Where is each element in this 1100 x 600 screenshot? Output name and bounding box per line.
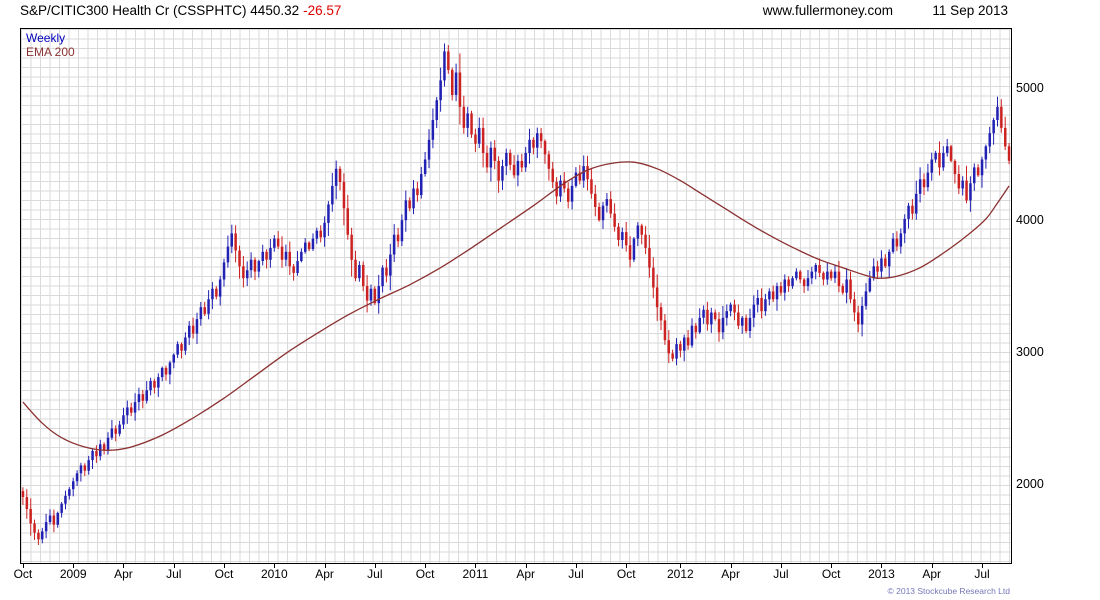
date-text: 11 Sep 2013 [932, 3, 1008, 18]
chart-title: S&P/CITIC300 Health Cr (CSSPHTC) 4450.32… [20, 3, 341, 18]
x-axis-label: 2010 [260, 567, 288, 581]
y-axis-label: 3000 [1016, 345, 1044, 360]
x-axis-label: Apr [721, 567, 740, 581]
x-axis-label: Apr [516, 567, 535, 581]
x-axis-label: Oct [616, 567, 636, 581]
website-text: www.fullermoney.com [762, 3, 893, 18]
y-axis-label: 5000 [1016, 81, 1044, 96]
y-axis: 2000 3000 4000 5000 [1016, 0, 1060, 600]
x-axis: Oct 2009 Apr Jul Oct 2010 Apr Jul Oct 2011 Apr Jul O… [0, 567, 1100, 581]
x-axis-label: Apr [315, 567, 334, 581]
x-axis-label: Apr [114, 567, 133, 581]
y-axis-label: 4000 [1016, 213, 1044, 228]
x-axis-label: 2012 [666, 567, 694, 581]
candlestick-chart [21, 43, 1011, 545]
legend-timeframe: Weekly [26, 31, 66, 45]
x-axis-label: Jul [367, 567, 383, 581]
legend-ema: EMA 200 [26, 45, 75, 59]
header-bar: S&P/CITIC300 Health Cr (CSSPHTC) 4450.32… [0, 0, 1100, 24]
chart-plot-area [20, 28, 1012, 564]
x-axis-label: 2013 [868, 567, 895, 581]
x-axis-label: Oct [214, 567, 234, 581]
x-axis-label: Jul [773, 567, 789, 581]
x-axis-label: Jul [568, 567, 584, 581]
ema-line [22, 161, 1010, 451]
x-axis-label: 2011 [462, 567, 489, 581]
x-axis-label: Jul [974, 567, 990, 581]
candles-layer [21, 43, 1011, 545]
price-change: -26.57 [303, 3, 342, 18]
instrument-title: S&P/CITIC300 Health Cr (CSSPHTC) 4450.32 [20, 3, 300, 18]
x-axis-label: Apr [922, 567, 942, 581]
x-axis-label: 2009 [59, 567, 87, 581]
copyright-text: © 2013 Stockcube Research Ltd [887, 586, 1010, 596]
x-axis-label: Oct [415, 567, 435, 581]
x-axis-label: Oct [821, 567, 841, 581]
chart-legend: Weekly EMA 200 [26, 31, 75, 59]
x-axis-label: Jul [166, 567, 182, 581]
y-axis-label: 2000 [1016, 476, 1044, 491]
x-axis-label: Oct [13, 567, 33, 581]
